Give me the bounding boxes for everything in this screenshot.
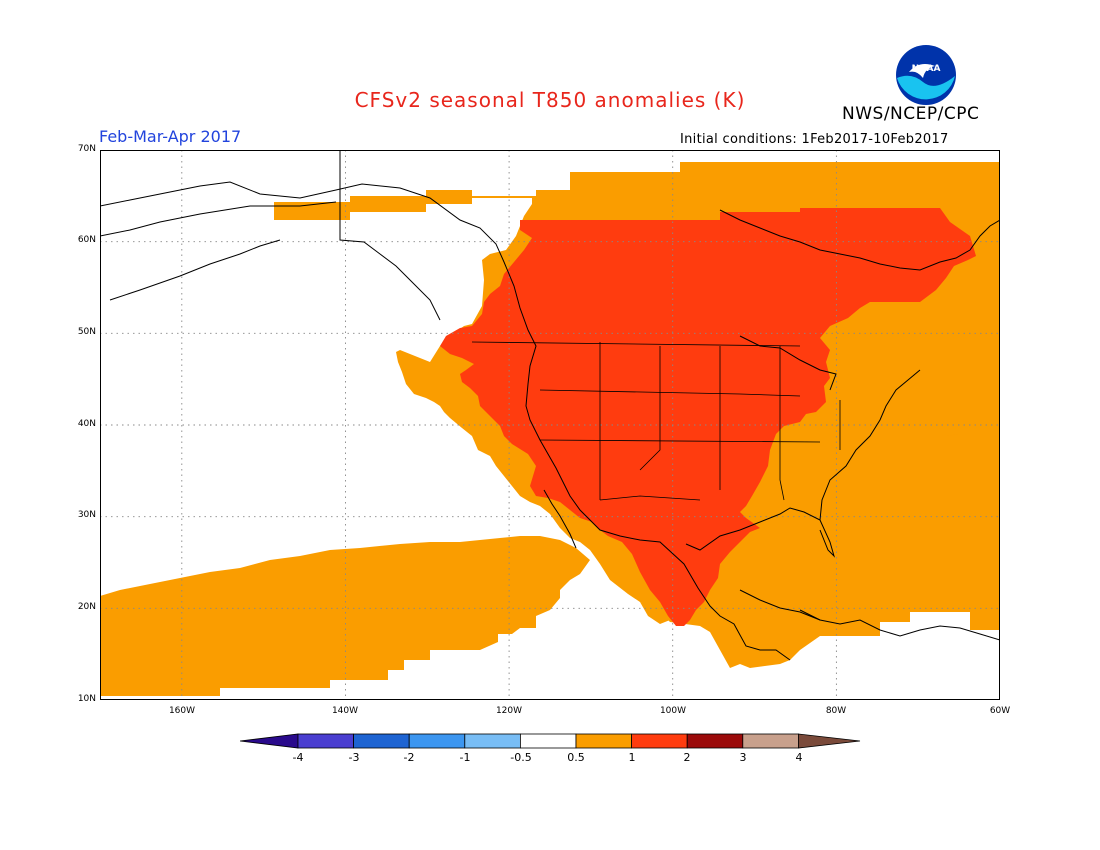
map-frame (100, 150, 1000, 700)
lat-label: 70N (77, 144, 96, 154)
lat-label: 40N (77, 419, 96, 429)
colorbar-bin (353, 733, 410, 749)
grid-lines (100, 150, 1000, 700)
lat-label: 60N (77, 235, 96, 245)
lon-label: 120W (495, 706, 523, 716)
state-borders (471, 341, 841, 501)
colorbar-bin (464, 733, 521, 749)
colorbar-label: 2 (683, 751, 691, 764)
forecast-period: Feb-Mar-Apr 2017 (99, 127, 242, 146)
lat-label: 30N (77, 510, 96, 520)
noaa-logo: NOAA (896, 45, 956, 105)
anomaly-1-2-region (440, 208, 976, 626)
initial-conditions: Initial conditions: 1Feb2017-10Feb2017 (680, 132, 949, 147)
logo-text: NOAA (912, 64, 941, 74)
lon-label: 160W (168, 706, 196, 716)
colorbar-label: 3 (739, 751, 747, 764)
colorbar-bin (686, 733, 744, 749)
colorbar-label: -1 (459, 751, 471, 764)
colorbar (240, 733, 861, 749)
colorbar-bin (742, 733, 799, 749)
colorbar-bin (297, 733, 354, 749)
colorbar-arrow-high (798, 733, 861, 749)
colorbar-label: -0.5 (510, 751, 532, 764)
colorbar-bin (519, 733, 577, 749)
agency-label: NWS/NCEP/CPC (842, 104, 980, 124)
lon-label: 100W (659, 706, 687, 716)
colorbar-label: 1 (628, 751, 636, 764)
colorbar-bin (575, 733, 632, 749)
anomaly-map (100, 150, 1000, 700)
colorbar-label: 4 (795, 751, 803, 764)
colorbar-label: -2 (403, 751, 415, 764)
lat-label: 50N (77, 327, 96, 337)
lat-label: 10N (77, 694, 96, 704)
colorbar-label: -3 (348, 751, 360, 764)
lon-label: 60W (989, 706, 1011, 716)
colorbar-label: 0.5 (567, 751, 585, 764)
lon-label: 80W (825, 706, 847, 716)
coastlines (100, 150, 1000, 661)
lon-label: 140W (331, 706, 359, 716)
colorbar-bin (408, 733, 466, 749)
colorbar-label: -4 (292, 751, 304, 764)
colorbar-bin (631, 733, 688, 749)
colorbar-arrow-low (240, 733, 299, 749)
map-title: CFSv2 seasonal T850 anomalies (K) (354, 88, 746, 112)
lat-label: 20N (77, 602, 96, 612)
